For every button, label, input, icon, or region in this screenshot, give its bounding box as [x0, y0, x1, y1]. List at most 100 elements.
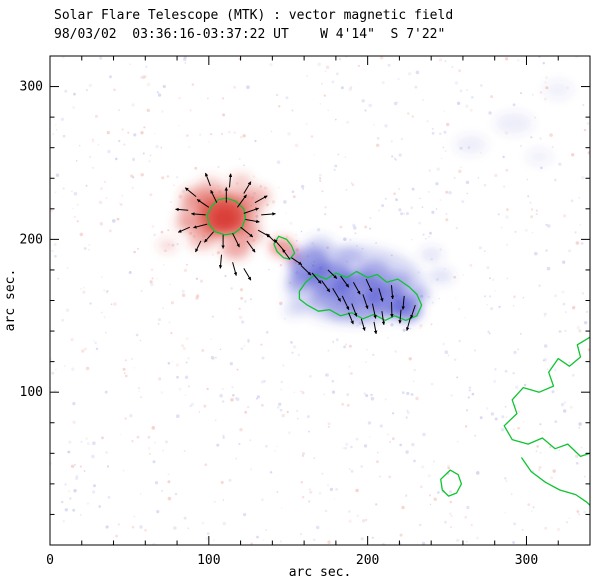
speckle-dot: [215, 356, 217, 359]
speckle-dot: [479, 151, 482, 154]
speckle-dot: [406, 212, 409, 216]
speckle-dot: [187, 527, 190, 530]
speckle-dot: [319, 179, 322, 182]
speckle-dot: [154, 441, 156, 444]
speckle-dot: [431, 131, 435, 135]
speckle-dot: [581, 292, 585, 295]
speckle-dot: [560, 402, 565, 407]
speckle-dot: [540, 166, 543, 170]
speckle-dot: [411, 187, 415, 191]
speckle-dot: [216, 443, 220, 447]
speckle-dot: [291, 190, 295, 193]
speckle-dot: [168, 283, 171, 286]
speckle-dot: [101, 436, 104, 440]
speckle-dot: [136, 435, 140, 439]
speckle-dot: [505, 416, 508, 419]
speckle-dot: [186, 134, 189, 137]
field-vector: [193, 223, 208, 229]
speckle-dot: [437, 491, 440, 494]
positive-core-contour: [206, 197, 247, 236]
speckle-dot: [341, 402, 344, 406]
speckle-dot: [379, 475, 381, 478]
speckle-dot: [74, 216, 76, 218]
speckle-dot: [442, 146, 444, 149]
speckle-dot: [101, 276, 103, 278]
speckle-dot: [515, 385, 519, 389]
speckle-dot: [106, 131, 110, 135]
speckle-dot: [176, 414, 180, 419]
speckle-dot: [501, 415, 505, 419]
speckle-dot: [283, 200, 287, 204]
speckle-dot: [379, 56, 384, 60]
speckle-dot: [335, 118, 337, 121]
speckle-dot: [219, 348, 222, 351]
speckle-dot: [576, 510, 580, 513]
field-vector: [405, 317, 411, 331]
speckle-dot: [375, 242, 378, 244]
speckle-dot: [300, 230, 303, 233]
speckle-dot: [549, 476, 554, 480]
speckle-dot: [578, 329, 582, 333]
speckle-dot: [536, 445, 539, 448]
speckle-dot: [170, 301, 174, 305]
speckle-dot: [535, 450, 538, 453]
speckle-dot: [220, 481, 224, 484]
speckle-dot: [291, 351, 294, 354]
speckle-dot: [350, 182, 353, 184]
x-tick-label: 200: [356, 553, 379, 568]
speckle-dot: [442, 342, 445, 346]
speckle-dot: [484, 250, 486, 252]
speckle-dot: [250, 542, 253, 545]
speckle-dot: [479, 416, 483, 420]
speckle-dot: [425, 238, 427, 240]
speckle-dot: [564, 311, 567, 314]
speckle-dot: [568, 249, 571, 253]
speckle-dot: [512, 103, 516, 107]
speckle-dot: [160, 230, 164, 234]
speckle-dot: [448, 191, 452, 195]
speckle-dot: [73, 489, 77, 493]
speckle-dot: [584, 321, 588, 325]
speckle-dot: [542, 359, 545, 362]
speckle-dot: [265, 529, 267, 531]
field-vector: [228, 173, 233, 188]
speckle-dot: [69, 497, 72, 500]
speckle-dot: [551, 390, 555, 394]
speckle-dot: [268, 268, 270, 271]
speckle-dot: [530, 136, 533, 139]
speckle-dot: [443, 110, 446, 112]
speckle-dot: [296, 417, 299, 420]
speckle-dot: [415, 396, 419, 401]
speckle-dot: [153, 233, 156, 237]
speckle-dot: [456, 440, 459, 443]
speckle-dot: [327, 109, 330, 112]
speckle-dot: [270, 130, 273, 133]
speckle-dot: [418, 523, 422, 527]
speckle-dot: [222, 113, 226, 117]
speckle-dot: [429, 231, 432, 235]
speckle-dot: [494, 290, 496, 292]
small-south-loop: [440, 469, 463, 497]
speckle-dot: [51, 371, 55, 375]
speckle-dot: [165, 440, 168, 444]
speckle-dot: [297, 353, 300, 357]
speckle-dot: [342, 447, 344, 449]
speckle-dot: [133, 250, 136, 254]
speckle-dot: [370, 396, 375, 401]
speckle-dot: [275, 93, 279, 97]
speckle-dot: [504, 512, 507, 514]
speckle-dot: [80, 287, 82, 290]
speckle-dot: [189, 404, 192, 408]
speckle-dot: [329, 487, 334, 492]
speckle-dot: [146, 108, 150, 113]
speckle-dot: [332, 341, 335, 343]
field-vector: [390, 285, 395, 300]
speckle-dot: [271, 200, 276, 204]
field-vector: [327, 269, 338, 279]
speckle-dot: [302, 452, 305, 455]
field-vector: [362, 294, 369, 310]
speckle-dot: [530, 215, 534, 219]
speckle-dot: [421, 206, 424, 209]
speckle-dot: [198, 411, 201, 413]
speckle-dot: [587, 151, 590, 155]
